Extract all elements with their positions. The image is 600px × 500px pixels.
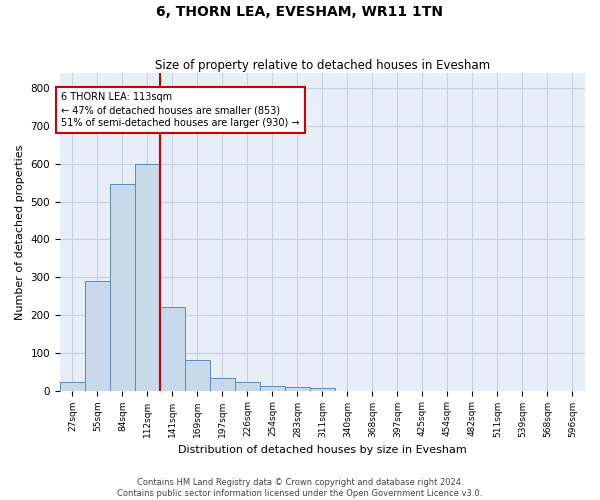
- Text: Contains HM Land Registry data © Crown copyright and database right 2024.
Contai: Contains HM Land Registry data © Crown c…: [118, 478, 482, 498]
- Bar: [260, 386, 285, 390]
- Bar: [210, 378, 235, 390]
- Y-axis label: Number of detached properties: Number of detached properties: [15, 144, 25, 320]
- Bar: [85, 281, 110, 390]
- Bar: [235, 382, 260, 390]
- Bar: [60, 382, 85, 390]
- Bar: [285, 387, 310, 390]
- Bar: [185, 360, 210, 390]
- Bar: [110, 184, 135, 390]
- Text: 6, THORN LEA, EVESHAM, WR11 1TN: 6, THORN LEA, EVESHAM, WR11 1TN: [157, 5, 443, 19]
- Bar: [160, 306, 185, 390]
- Bar: [310, 388, 335, 390]
- Text: 6 THORN LEA: 113sqm
← 47% of detached houses are smaller (853)
51% of semi-detac: 6 THORN LEA: 113sqm ← 47% of detached ho…: [61, 92, 299, 128]
- Title: Size of property relative to detached houses in Evesham: Size of property relative to detached ho…: [155, 59, 490, 72]
- Bar: [135, 164, 160, 390]
- X-axis label: Distribution of detached houses by size in Evesham: Distribution of detached houses by size …: [178, 445, 467, 455]
